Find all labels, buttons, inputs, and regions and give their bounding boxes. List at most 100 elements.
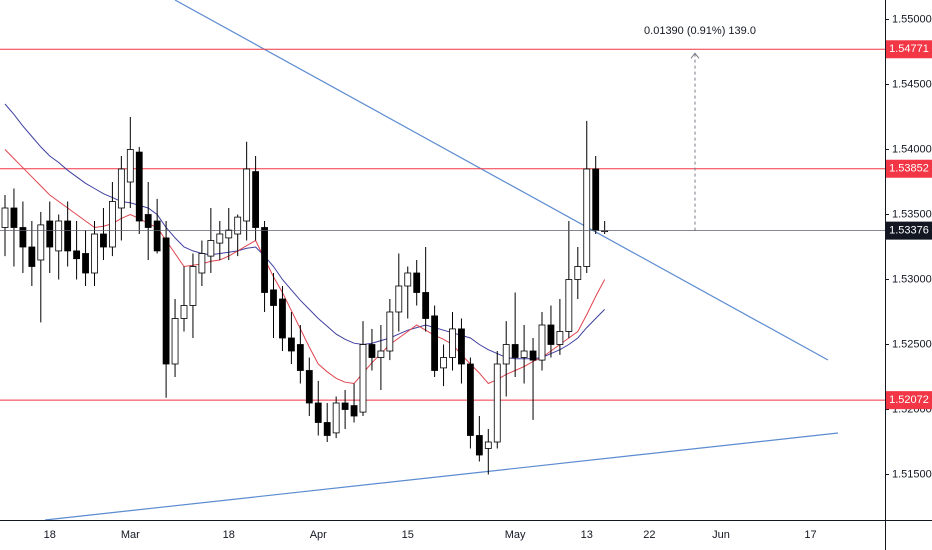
- candle-body: [135, 151, 143, 222]
- candle-body: [332, 402, 340, 434]
- measure-arrow: [690, 52, 700, 59]
- x-tick-label: May: [505, 529, 526, 541]
- candle-body: [100, 233, 107, 248]
- candle-body: [502, 344, 510, 365]
- candle-body: [216, 233, 224, 244]
- candle-body: [511, 344, 519, 358]
- candle-body: [404, 272, 412, 287]
- x-tick-label: 18: [44, 529, 56, 541]
- candle-body: [466, 363, 474, 436]
- candle-body: [422, 292, 430, 319]
- candle-body: [413, 272, 421, 293]
- candle-body: [431, 315, 439, 371]
- candle-body: [153, 220, 161, 252]
- time-axis: [0, 520, 932, 550]
- candle-body: [484, 441, 492, 449]
- candle-body: [458, 328, 465, 365]
- candle-body: [341, 402, 349, 410]
- candle-body: [547, 324, 555, 345]
- y-tick-label: 1.54500: [892, 78, 932, 90]
- candle-body: [207, 240, 215, 257]
- x-tick-label: 17: [804, 529, 816, 541]
- moving-average: [4, 149, 606, 385]
- candle-body: [189, 266, 197, 306]
- x-tick-label: Mar: [121, 529, 140, 541]
- level-label-box: [886, 391, 932, 410]
- measure-label: 0.01390 (0.91%) 139.0: [644, 25, 756, 37]
- candle-body: [28, 246, 36, 267]
- candle-body: [171, 318, 179, 365]
- candle-body: [583, 168, 591, 267]
- candle-body: [10, 207, 18, 228]
- candle-body: [395, 285, 403, 313]
- x-tick-label: 13: [581, 529, 593, 541]
- candle-body: [556, 331, 564, 345]
- candle-body: [440, 357, 447, 369]
- candle-body: [350, 405, 358, 417]
- y-tick-label: 1.51500: [892, 468, 932, 480]
- candle-body: [19, 227, 27, 248]
- last-price-box: [886, 221, 932, 240]
- candle-body: [296, 344, 304, 371]
- y-tick-label: 1.55000: [892, 13, 932, 25]
- candle-body: [305, 370, 313, 404]
- candle-body: [287, 337, 295, 352]
- candle-body: [377, 350, 385, 358]
- x-tick-label: 22: [643, 529, 655, 541]
- candle-body: [117, 168, 125, 209]
- candle-body: [55, 220, 63, 252]
- candle-body: [91, 233, 98, 274]
- candle-body: [37, 224, 45, 261]
- candle-body: [243, 168, 251, 222]
- candle-body: [225, 229, 233, 239]
- candle-body: [529, 350, 537, 361]
- candle-body: [538, 324, 546, 361]
- candle-body: [73, 250, 80, 260]
- candle-body: [162, 237, 170, 365]
- x-tick-label: 15: [402, 529, 414, 541]
- candle-body: [144, 214, 152, 228]
- candle-body: [386, 311, 394, 352]
- candle-body: [1, 207, 9, 228]
- level-label-box: [886, 40, 932, 59]
- level-label: 1.54771: [889, 43, 929, 55]
- candle-body: [82, 253, 89, 274]
- candle-body: [64, 220, 72, 252]
- y-tick-label: 1.52500: [892, 338, 932, 350]
- candle-body: [252, 171, 260, 228]
- axis-layer: 1.515001.520001.525001.530001.535001.540…: [44, 13, 932, 541]
- candle-body: [180, 305, 188, 319]
- trend-line: [174, 0, 829, 361]
- candle-body: [359, 344, 367, 413]
- candle-body: [234, 216, 242, 235]
- level-label: 1.52072: [889, 394, 929, 406]
- candle-body: [368, 344, 376, 358]
- candle-body: [109, 201, 116, 248]
- x-tick-label: Jun: [712, 529, 730, 541]
- candle-body: [198, 253, 206, 274]
- y-tick-label: 1.53000: [892, 273, 932, 285]
- candle-body: [475, 435, 483, 456]
- last-price-label: 1.53376: [889, 225, 929, 237]
- price-axis: [885, 0, 932, 550]
- candle-body: [46, 220, 54, 248]
- level-label: 1.53852: [889, 163, 929, 175]
- candle-body: [574, 266, 582, 280]
- y-tick-label: 1.54000: [892, 143, 932, 155]
- y-tick-label: 1.53500: [892, 208, 932, 220]
- candle-body: [279, 298, 286, 339]
- candle-body: [270, 289, 277, 306]
- x-tick-label: Apr: [310, 529, 327, 541]
- trend-line: [44, 432, 839, 521]
- candle-body: [493, 363, 501, 443]
- candle-body: [323, 422, 331, 436]
- candle-body: [261, 227, 268, 293]
- candle-body: [520, 350, 528, 358]
- candle-body: [126, 149, 134, 183]
- candle-body: [449, 328, 456, 358]
- candle-body: [592, 168, 600, 231]
- candle-body: [314, 402, 322, 423]
- plot-layer: [0, 48, 885, 475]
